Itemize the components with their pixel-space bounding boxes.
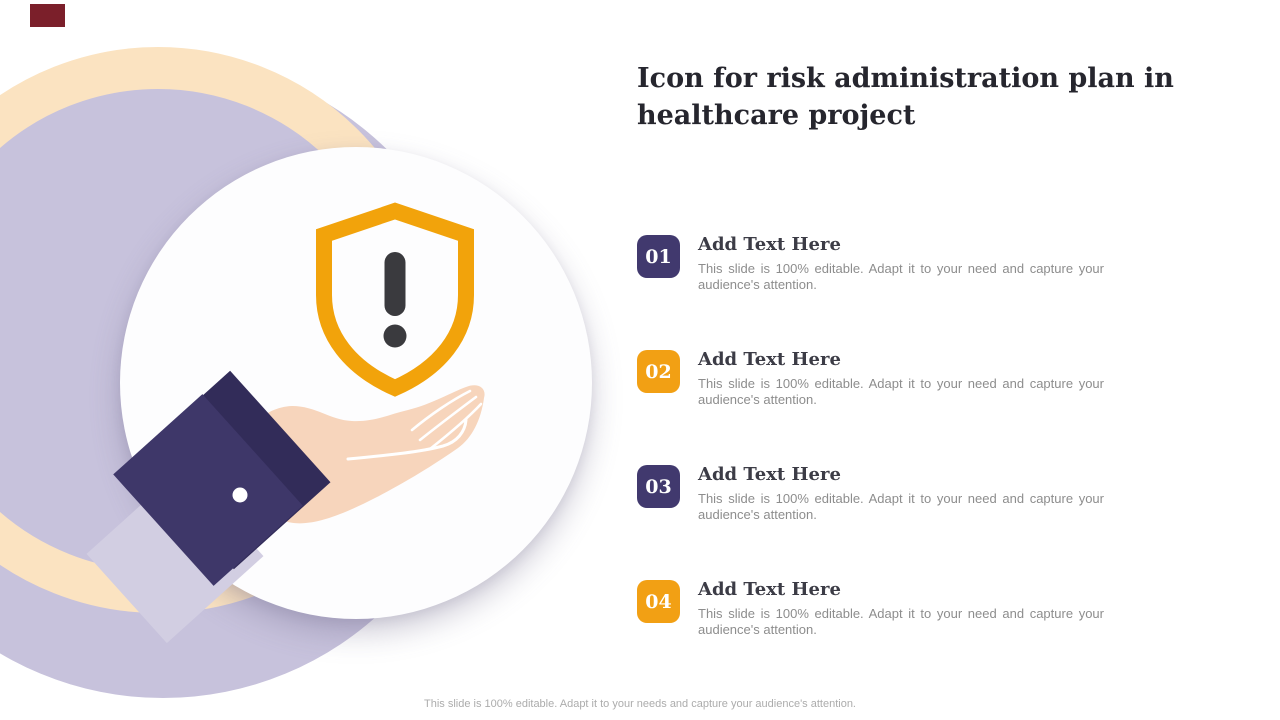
list-item-03: 03 Add Text Here This slide is 100% edit… bbox=[637, 465, 1107, 565]
logo-accent bbox=[30, 4, 65, 27]
cuff-shape bbox=[113, 394, 303, 586]
item-01-heading: Add Text Here bbox=[698, 234, 841, 255]
item-02-heading: Add Text Here bbox=[698, 349, 841, 370]
warning-shield-icon bbox=[316, 202, 474, 397]
finger-gap-lines bbox=[410, 389, 483, 451]
item-04-badge: 04 bbox=[637, 580, 680, 623]
list-item-01: 01 Add Text Here This slide is 100% edit… bbox=[637, 235, 1107, 335]
item-02-text: Add Text Here This slide is 100% editabl… bbox=[698, 350, 1104, 407]
exclamation-dot bbox=[383, 324, 407, 348]
item-01-text: Add Text Here This slide is 100% editabl… bbox=[698, 235, 1104, 292]
item-01-body: This slide is 100% editable. Adapt it to… bbox=[698, 261, 1104, 292]
list-item-04: 04 Add Text Here This slide is 100% edit… bbox=[637, 580, 1107, 680]
hand-illustration bbox=[86, 370, 485, 644]
slide-title: Icon for risk administration plan in hea… bbox=[637, 63, 1174, 131]
item-03-body: This slide is 100% editable. Adapt it to… bbox=[698, 491, 1104, 522]
item-02-body: This slide is 100% editable. Adapt it to… bbox=[698, 376, 1104, 407]
shield-outline bbox=[316, 202, 474, 397]
item-04-heading: Add Text Here bbox=[698, 579, 841, 600]
item-04-text: Add Text Here This slide is 100% editabl… bbox=[698, 580, 1104, 637]
item-01-badge: 01 bbox=[637, 235, 680, 278]
item-03-heading: Add Text Here bbox=[698, 464, 841, 485]
footer-note: This slide is 100% editable. Adapt it to… bbox=[424, 698, 856, 710]
palm-crease-line bbox=[346, 418, 468, 461]
item-04-body: This slide is 100% editable. Adapt it to… bbox=[698, 606, 1104, 637]
item-03-badge: 03 bbox=[637, 465, 680, 508]
exclamation-bar bbox=[384, 252, 406, 316]
item-02-badge: 02 bbox=[637, 350, 680, 393]
cuff-button bbox=[232, 487, 248, 503]
list-item-02: 02 Add Text Here This slide is 100% edit… bbox=[637, 350, 1107, 450]
item-03-text: Add Text Here This slide is 100% editabl… bbox=[698, 465, 1104, 522]
